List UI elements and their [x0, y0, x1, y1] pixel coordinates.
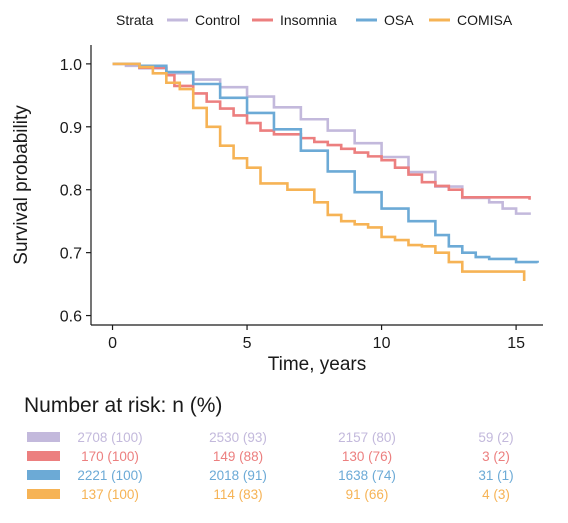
- series-line-insomnia: [112, 62, 531, 200]
- y-tick-label-0: 0.6: [60, 309, 82, 326]
- risk-cell-insomnia-1: 149 (88): [213, 449, 263, 464]
- x-tick-label-15: 15: [507, 335, 525, 352]
- risk-cell-osa-1: 2018 (91): [209, 468, 267, 483]
- risk-cell-comisa-3: 4 (3): [482, 487, 510, 502]
- legend-label-osa: OSA: [384, 12, 414, 28]
- legend-label-insomnia: Insomnia: [280, 12, 337, 28]
- risk-cell-comisa-2: 91 (66): [346, 487, 389, 502]
- x-tick-label-5: 5: [243, 335, 252, 352]
- risk-cell-osa-0: 2221 (100): [77, 468, 142, 483]
- legend: Strata Control Insomnia OSA COMISA: [116, 12, 513, 28]
- risk-cell-control-1: 2530 (93): [209, 430, 267, 445]
- risk-cell-insomnia-2: 130 (76): [342, 449, 392, 464]
- y-tick-label-3: 0.9: [60, 120, 82, 137]
- series-line-osa: [112, 62, 539, 264]
- y-axis-label: Survival probability: [11, 105, 32, 265]
- x-axis-label: Time, years: [268, 354, 367, 375]
- series-line-comisa: [112, 62, 526, 281]
- risk-row-swatch-control: [27, 432, 60, 442]
- x-tick-label-10: 10: [373, 335, 391, 352]
- legend-label-control: Control: [195, 12, 240, 28]
- risk-cell-control-0: 2708 (100): [77, 430, 142, 445]
- risk-row-swatch-insomnia: [27, 451, 60, 461]
- risk-cell-insomnia-0: 170 (100): [81, 449, 139, 464]
- risk-table-title: Number at risk: n (%): [24, 394, 222, 417]
- y-tick-label-4: 1.0: [60, 57, 82, 74]
- x-ticks: 0 5 10 15: [108, 325, 525, 352]
- risk-cell-osa-3: 31 (1): [478, 468, 513, 483]
- risk-cell-comisa-1: 114 (83): [213, 487, 262, 502]
- risk-row-swatch-osa: [27, 470, 60, 480]
- y-tick-label-1: 0.7: [60, 246, 82, 263]
- legend-label-comisa: COMISA: [457, 12, 513, 28]
- risk-cell-insomnia-3: 3 (2): [482, 449, 510, 464]
- y-ticks: 0.6 0.7 0.8 0.9 1.0: [60, 57, 91, 326]
- y-tick-label-2: 0.8: [60, 183, 82, 200]
- plot-area: [112, 62, 539, 281]
- legend-title: Strata: [116, 12, 154, 28]
- risk-cell-comisa-0: 137 (100): [81, 487, 139, 502]
- risk-cell-control-3: 59 (2): [478, 430, 513, 445]
- risk-row-swatch-comisa: [27, 489, 60, 499]
- x-tick-label-0: 0: [108, 335, 117, 352]
- risk-cell-control-2: 2157 (80): [338, 430, 396, 445]
- risk-table: 2708 (100) 2530 (93) 2157 (80) 59 (2) 170 (1…: [27, 430, 514, 502]
- risk-cell-osa-2: 1638 (74): [338, 468, 396, 483]
